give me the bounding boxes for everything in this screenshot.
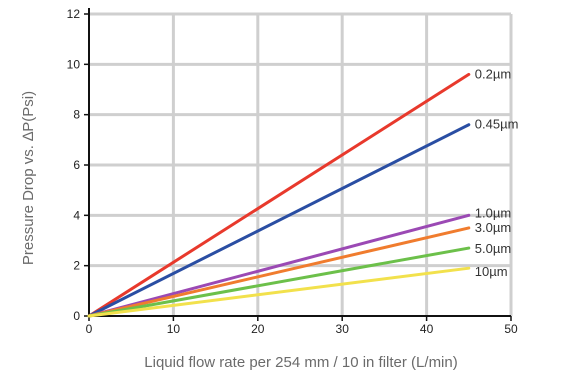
x-tick-labels: 0 10 20 30 40 50 xyxy=(86,322,518,336)
series-label: 1.0µm xyxy=(475,205,511,220)
x-tick-label: 0 xyxy=(86,322,93,336)
y-axis-title: Pressure Drop vs. ∆P(Psi) xyxy=(20,91,37,265)
series-label: 3.0µm xyxy=(475,220,511,235)
y-tick-label: 12 xyxy=(67,7,81,21)
x-tick-label: 10 xyxy=(167,322,181,336)
series-label: 0.45µm xyxy=(475,117,519,132)
x-axis-title: Liquid flow rate per 254 mm / 10 in filt… xyxy=(144,354,457,371)
series-line xyxy=(87,123,471,318)
series-label: 5.0µm xyxy=(475,241,511,256)
x-tick-label: 30 xyxy=(336,322,350,336)
x-tick-label: 20 xyxy=(251,322,265,336)
y-tick-labels: 0 2 4 6 8 10 12 xyxy=(67,7,81,323)
x-tick-label: 40 xyxy=(420,322,434,336)
y-tick-label: 4 xyxy=(73,208,80,222)
x-tick-label: 50 xyxy=(504,322,518,336)
series-lines xyxy=(87,72,471,318)
series-line xyxy=(87,72,471,318)
series-line xyxy=(87,226,471,318)
y-tick-label: 6 xyxy=(73,158,80,172)
series-line xyxy=(87,213,471,318)
series-label: 0.2µm xyxy=(475,66,511,81)
y-tick-label: 10 xyxy=(67,57,81,71)
series-line xyxy=(87,266,471,318)
series-label: 10µm xyxy=(475,264,508,279)
y-tick-label: 2 xyxy=(73,259,80,273)
y-tick-label: 0 xyxy=(73,309,80,323)
y-tick-label: 8 xyxy=(73,108,80,122)
series-line xyxy=(87,246,471,318)
